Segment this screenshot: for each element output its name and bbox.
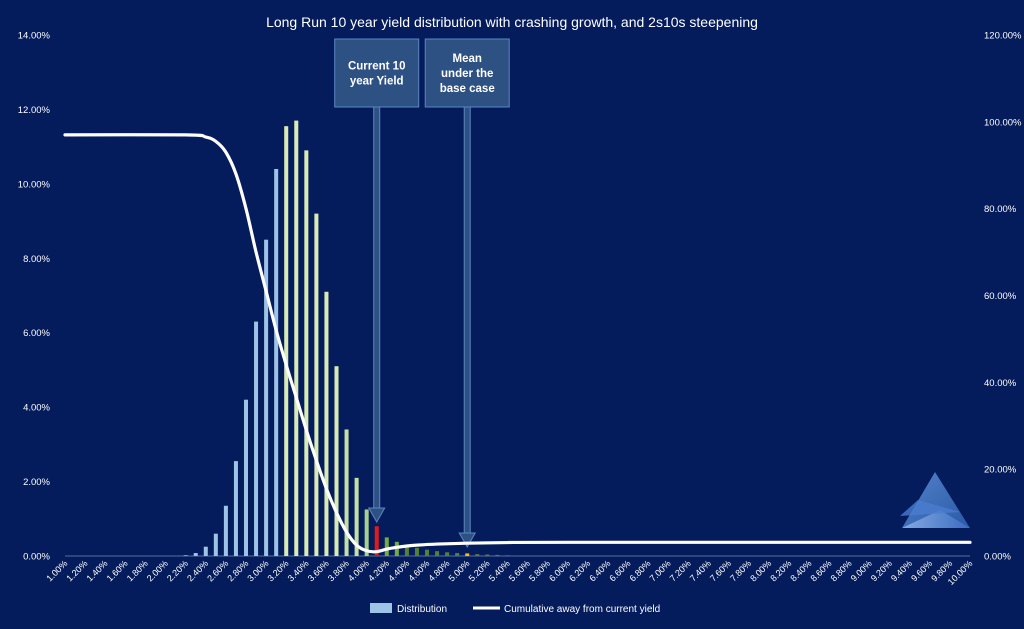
distribution-bar [294,120,299,556]
distribution-bar [334,366,339,556]
distribution-bar [183,555,188,556]
distribution-bar [374,526,379,556]
distribution-bar [445,552,450,556]
distribution-bar [475,554,480,556]
distribution-bar [254,321,259,556]
right-y-tick-label: 120.00% [984,31,1022,42]
distribution-bar [304,150,309,556]
distribution-bar [495,554,500,556]
left-y-tick-label: 0.00% [23,552,50,563]
right-y-tick-label: 60.00% [984,291,1017,302]
annotation-arrow-shaft [463,106,471,534]
left-y-tick-label: 12.00% [18,105,51,116]
distribution-bar [324,291,329,556]
distribution-bar [314,213,319,556]
right-y-tick-label: 20.00% [984,465,1017,476]
distribution-bar [264,239,269,556]
cumulative-line [63,133,972,554]
right-y-tick-label: 100.00% [984,117,1022,128]
distribution-bar [455,553,460,556]
annotation-text: base case [440,83,495,95]
left-y-tick-label: 10.00% [18,179,51,190]
legend-swatch-distribution [370,603,392,613]
annotation-box [424,38,510,108]
legend-label-distribution: Distribution [397,604,447,615]
distribution-bar [354,477,359,556]
distribution-bar [485,554,490,556]
right-y-tick-label: 80.00% [984,204,1017,215]
distribution-bar [284,126,289,557]
distribution-bar [193,553,198,556]
distribution-bar [384,537,389,556]
distribution-bar [424,549,430,556]
annotation-text: under the [441,68,493,80]
distribution-bar [213,533,218,556]
cumulative-line-layer [63,133,972,554]
distribution-bar [344,429,349,556]
right-y-tick-label: 0.00% [984,552,1011,563]
distribution-bar [414,547,419,556]
left-y-axis: 0.00% 2.00% 4.00% 6.00% 8.00% 10.00% 12.00% 14.… [18,31,51,563]
distribution-bar [364,509,369,556]
left-y-tick-label: 8.00% [23,254,50,265]
annotation-box [334,38,420,108]
annotation-text: Current 10 [348,61,406,73]
distribution-bar [435,551,440,556]
distribution-bar [505,555,510,556]
distribution-bars [183,120,510,557]
distribution-bar [274,168,279,556]
distribution-bar [404,545,409,556]
left-y-tick-label: 6.00% [23,328,50,339]
left-y-tick-label: 2.00% [23,477,50,488]
annotations: Current 10 year Yield Mean under the base ca… [334,38,510,549]
right-y-axis: 0.00% 20.00% 40.00% 60.00% 80.00% 100.00% 120.… [984,31,1022,563]
legend-label-cumulative: Cumulative away from current yield [504,604,660,615]
distribution-bar [203,546,208,556]
annotation-text: Mean [453,53,482,65]
right-y-tick-label: 40.00% [984,378,1017,389]
annotation-arrow-shaft [373,106,381,509]
distribution-bar [233,461,238,556]
logo-icon [900,472,970,528]
distribution-bar [223,505,228,556]
chart-title: Long Run 10 year yield distribution with… [266,14,758,30]
annotation-callout: Current 10 year Yield [334,38,420,524]
left-y-tick-label: 4.00% [23,403,50,414]
left-y-tick-label: 14.00% [18,31,51,42]
annotation-text: year Yield [350,76,404,88]
legend: Distribution Cumulative away from curren… [370,603,660,615]
annotation-callout: Mean under the base case [424,38,510,549]
distribution-bar [243,399,249,556]
annotation-arrow-head [458,532,477,549]
distribution-bar [465,553,470,556]
annotation-arrow-head [367,507,386,524]
